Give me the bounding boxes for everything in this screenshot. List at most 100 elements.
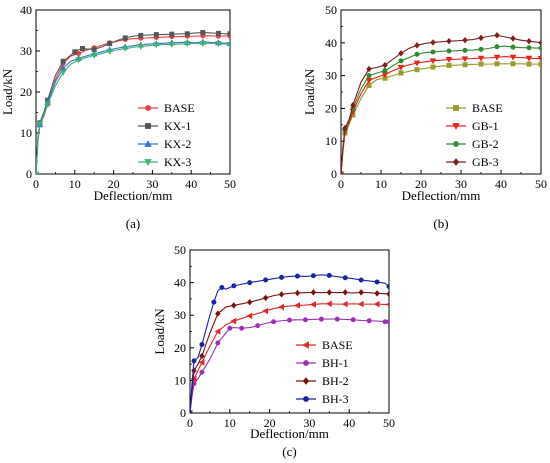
x-tick-label: 30 [455,177,467,191]
x-tick-label: 10 [224,416,236,430]
data-point [446,62,452,68]
legend-marker [452,158,460,166]
data-point [200,30,206,36]
data-point [429,58,437,65]
data-point [462,62,468,68]
data-point [526,61,532,67]
data-point [374,279,380,285]
data-point [121,46,129,52]
series-gb-1 [341,54,541,174]
legend-marker [303,396,309,402]
x-tick-label: 20 [415,177,427,191]
y-tick-label: 0 [26,167,32,181]
data-point [326,289,333,296]
data-point [138,32,144,38]
series-line [36,35,230,174]
y-tick-label: 10 [325,134,337,148]
data-point [239,325,245,331]
data-point [494,32,500,39]
legend-marker [453,141,459,147]
data-point [262,294,269,302]
legend-label: KX-2 [164,137,191,151]
data-point [510,35,516,42]
data-point [262,307,269,315]
data-point [279,274,285,280]
data-point [294,273,300,279]
data-point [211,299,217,305]
legend-marker [144,159,152,166]
data-point [386,284,389,290]
data-point [80,46,86,52]
data-point [430,64,436,70]
data-point [263,277,269,283]
series-kx-1 [36,30,230,174]
x-tick-label: 10 [69,177,81,191]
data-point [430,39,436,46]
x-tick-label: 20 [264,416,276,430]
data-point [278,303,285,311]
data-point [386,290,389,298]
data-point [366,65,372,73]
legend: BASE BH-1 BH-2 BH-3 [296,338,353,406]
chart-c: 0 10 20 30 40 50 0 10 20 30 40 50 Deflection/mm Load/… [152,243,395,459]
data-point [341,170,344,174]
data-point [215,310,221,317]
x-tick-label: 30 [303,416,315,430]
data-point [461,56,469,63]
legend-marker [452,123,460,130]
x-tick-label: 40 [185,177,197,191]
legend-label: GB-1 [472,119,499,133]
legend: BASE GB-1 GB-2 GB-3 [446,101,503,169]
data-point [341,300,348,308]
series-bh-3 [190,272,389,413]
data-point [247,280,253,286]
data-point [294,302,300,309]
chart-caption: (a) [126,216,140,231]
data-point [168,41,176,48]
data-point [198,359,205,366]
data-point [445,57,453,63]
data-point [255,323,261,329]
data-point [153,32,159,38]
y-tick-label: 30 [20,44,32,58]
data-point [478,34,484,42]
data-point [215,30,221,36]
data-point [382,68,388,74]
data-point [310,289,317,296]
data-point [366,73,372,79]
data-point [153,42,160,49]
legend-label: BASE [164,101,195,115]
legend-label: KX-1 [164,119,191,133]
series-base [36,33,230,174]
data-point [230,317,237,325]
data-point [137,43,145,50]
data-point [414,42,420,49]
data-point [325,300,332,308]
data-point [59,69,67,76]
data-point [526,45,532,51]
y-tick-label: 0 [331,167,337,181]
legend-marker [302,377,310,385]
legend-label: BH-1 [322,356,349,370]
legend-marker [302,341,309,349]
series-line [341,63,541,174]
data-point [60,58,66,64]
data-point [357,300,364,308]
data-point [106,48,113,55]
data-point [107,41,113,47]
data-point [374,290,380,297]
data-point [386,319,389,325]
data-point [342,124,348,132]
data-point [36,171,40,174]
y-tick-label: 10 [20,126,32,140]
data-point [302,317,308,323]
data-point [510,61,516,67]
data-point [184,41,191,47]
x-axis-label: Deflection/mm [402,188,481,203]
data-point [334,316,340,322]
legend-label: BH-2 [322,374,349,388]
chart-caption: (c) [282,444,296,459]
series-base [190,300,389,413]
y-axis-label: Load/kN [152,308,167,355]
data-point [199,369,205,375]
